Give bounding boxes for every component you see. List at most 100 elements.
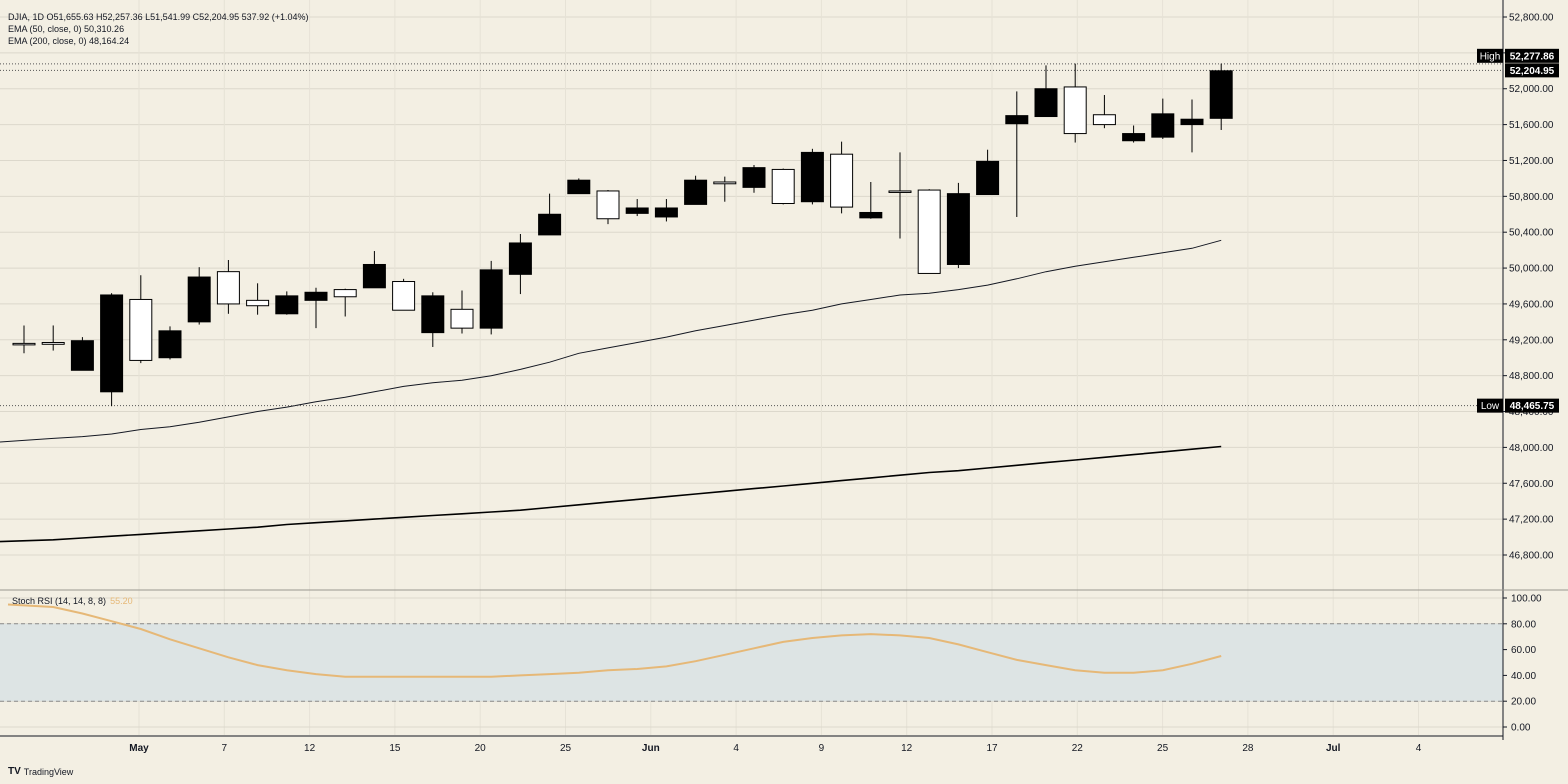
candle[interactable] (596, 190, 620, 225)
candle-body (129, 298, 153, 361)
candle-body (800, 151, 824, 203)
candle-body (508, 242, 532, 275)
stoch-tick-label: 100.00 (1511, 594, 1542, 605)
stoch-rsi-path (7, 603, 1222, 678)
candle[interactable] (246, 283, 270, 315)
candle[interactable] (888, 152, 912, 239)
candle[interactable] (859, 181, 883, 219)
candle-body (1063, 86, 1087, 135)
candle[interactable] (1209, 63, 1233, 130)
candle[interactable] (158, 326, 182, 360)
candle[interactable] (479, 260, 503, 335)
candle[interactable] (421, 292, 445, 347)
candle[interactable] (538, 193, 562, 236)
tradingview-branding[interactable]: TV TradingView (8, 766, 73, 777)
candle[interactable] (625, 199, 649, 217)
candle[interactable] (1151, 98, 1175, 139)
candle[interactable] (800, 148, 824, 205)
candle[interactable] (392, 278, 416, 311)
candle[interactable] (41, 325, 65, 351)
ema-200-legend[interactable]: EMA (200, close, 0) 48,164.24 (8, 36, 130, 46)
candle[interactable] (917, 189, 941, 274)
candle[interactable] (333, 288, 357, 317)
time-tick-label: 20 (475, 743, 487, 754)
candle-body (392, 281, 416, 311)
time-tick-label: 12 (304, 743, 316, 754)
ema-50-line (0, 239, 1222, 443)
candle[interactable] (742, 164, 766, 193)
price-tick-label: 52,000.00 (1509, 84, 1554, 95)
candle-body (304, 291, 328, 301)
axes[interactable]: 52,800.0052,400.0052,000.0051,600.0051,2… (0, 0, 1568, 754)
candle[interactable] (1063, 63, 1087, 143)
time-tick-label: 17 (986, 743, 998, 754)
low-price-label-value-bg (1505, 398, 1559, 413)
high-price-label[interactable]: High 52,277.86 (1477, 48, 1559, 63)
price-tick-label: 48,000.00 (1509, 443, 1554, 454)
time-tick-label: 4 (733, 743, 739, 754)
symbol-ohlc-line[interactable]: DJIA, 1D O51,655.63 H52,257.36 L51,541.9… (8, 12, 309, 22)
last-price-label[interactable]: 52,204.95 (1505, 63, 1559, 78)
candle[interactable] (946, 182, 970, 269)
candle-body (421, 295, 445, 334)
stoch-rsi-legend[interactable]: Stoch RSI (14, 14, 8, 8) 55.20 (12, 596, 133, 606)
candle-body (917, 189, 941, 274)
candle[interactable] (275, 291, 299, 315)
candle-body (12, 342, 36, 346)
candle[interactable] (1092, 95, 1116, 129)
candle[interactable] (1180, 99, 1204, 153)
candle[interactable] (771, 168, 795, 205)
time-tick-label: 28 (1242, 743, 1254, 754)
candle-body (625, 207, 649, 214)
time-tick-label: 12 (901, 743, 913, 754)
stoch-tick-label: 60.00 (1511, 645, 1536, 656)
candle-body (1034, 88, 1058, 118)
candle[interactable] (216, 259, 240, 314)
candle-body (567, 179, 591, 195)
candle-body (596, 190, 620, 220)
candle[interactable] (129, 275, 153, 364)
low-price-label[interactable]: Low 48,465.75 (1477, 398, 1559, 413)
low-price-label-value-text: 48,465.75 (1510, 401, 1555, 412)
ema-50-legend[interactable]: EMA (50, close, 0) 50,310.26 (8, 24, 125, 34)
candle-body (1005, 115, 1029, 125)
candle[interactable] (12, 325, 36, 354)
candle[interactable] (100, 293, 124, 407)
stoch-tick-label: 20.00 (1511, 697, 1536, 708)
candle-body (479, 269, 503, 329)
candle-body (246, 299, 270, 307)
candle[interactable] (567, 178, 591, 195)
candle[interactable] (450, 290, 474, 334)
candle-body (684, 179, 708, 205)
candle[interactable] (654, 199, 678, 222)
candle[interactable] (70, 337, 94, 371)
stoch-band-fill (0, 623, 1503, 702)
candle-body (1151, 113, 1175, 138)
candle-body (1092, 114, 1116, 126)
last-price-label-value-text: 52,204.95 (1510, 66, 1555, 77)
candle[interactable] (976, 149, 1000, 196)
candle-body (70, 340, 94, 371)
price-tick-label: 51,200.00 (1509, 156, 1554, 167)
candle[interactable] (1005, 91, 1029, 217)
candle[interactable] (684, 175, 708, 205)
candle-body (888, 190, 912, 193)
price-tick-label: 46,800.00 (1509, 551, 1554, 562)
candle[interactable] (362, 251, 386, 289)
candle[interactable] (830, 141, 854, 214)
candlestick-series[interactable] (12, 63, 1233, 407)
stoch-tick-label: 0.00 (1511, 723, 1531, 734)
candle[interactable] (1122, 125, 1146, 143)
time-tick-label: 4 (1416, 743, 1422, 754)
candle-body (976, 160, 1000, 196)
candle-body (1180, 118, 1204, 126)
candle[interactable] (1034, 65, 1058, 118)
candle-body (41, 341, 65, 345)
candle-body (333, 289, 357, 298)
candle[interactable] (713, 176, 737, 202)
candle-body (100, 294, 124, 393)
candle[interactable] (304, 287, 328, 329)
candle[interactable] (187, 267, 211, 325)
candle[interactable] (508, 233, 532, 295)
